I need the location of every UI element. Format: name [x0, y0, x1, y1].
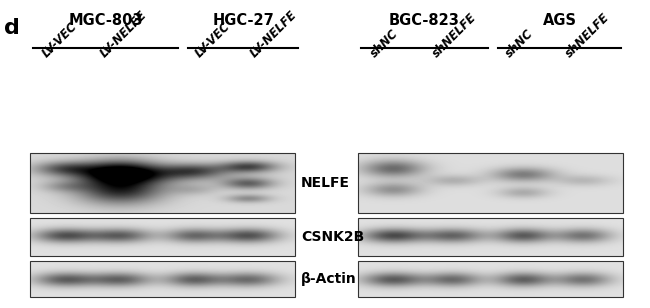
Text: LV-NELFE: LV-NELFE — [248, 8, 300, 60]
Bar — [358, 218, 623, 256]
Text: shNC: shNC — [368, 27, 401, 60]
Text: LV-VEC: LV-VEC — [193, 20, 233, 60]
Text: shNC: shNC — [503, 27, 536, 60]
Text: shNELFE: shNELFE — [563, 11, 612, 60]
Text: CSNK2B: CSNK2B — [301, 230, 364, 244]
Text: d: d — [4, 18, 20, 38]
Text: NELFE: NELFE — [301, 176, 350, 190]
Text: BGC-823: BGC-823 — [389, 13, 460, 28]
Bar — [30, 218, 295, 256]
Text: MGC-803: MGC-803 — [68, 13, 143, 28]
Bar — [358, 261, 623, 297]
Bar — [30, 261, 295, 297]
Text: HGC-27: HGC-27 — [212, 13, 274, 28]
Text: shNELFE: shNELFE — [430, 11, 479, 60]
Text: β-Actin: β-Actin — [301, 272, 357, 286]
Text: LV-VEC: LV-VEC — [40, 20, 80, 60]
Bar — [30, 153, 295, 213]
Text: LV-NELFE: LV-NELFE — [98, 8, 150, 60]
Bar — [358, 153, 623, 213]
Text: AGS: AGS — [543, 13, 577, 28]
